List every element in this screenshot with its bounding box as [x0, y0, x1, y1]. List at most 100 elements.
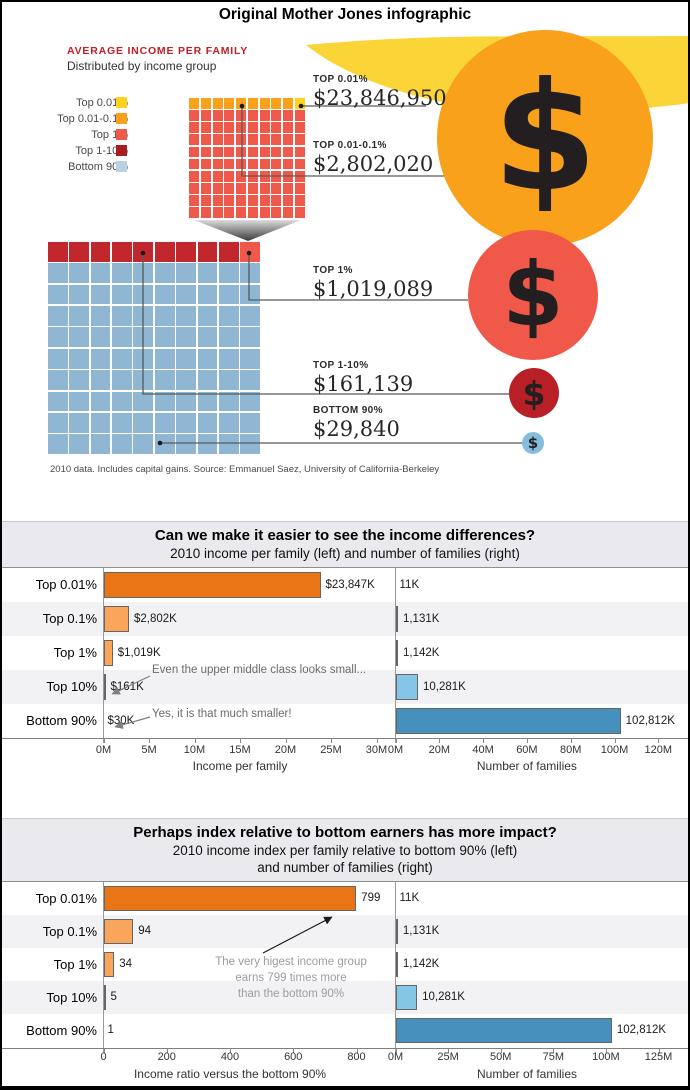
grid-cell	[48, 327, 68, 348]
grid-cell	[133, 284, 154, 305]
grid-cell	[48, 284, 68, 305]
grid-cell	[133, 391, 154, 412]
grid-cell	[112, 327, 132, 348]
grid-cell	[176, 391, 196, 412]
grid-cell	[212, 195, 223, 206]
grid-cell	[112, 391, 132, 412]
bar-value-label: 102,812K	[616, 1024, 667, 1037]
grid-cell	[271, 134, 282, 146]
page-title: Original Mother Jones infographic	[218, 6, 472, 23]
axis-tick	[230, 1047, 231, 1053]
grid-cell	[271, 170, 282, 182]
grid-cell	[200, 170, 211, 182]
axis-tick-label: 200	[157, 1051, 176, 1063]
bar-value-label: 11K	[399, 892, 420, 904]
grid-cell	[200, 195, 211, 206]
grid-cell	[69, 327, 90, 348]
grid-cell	[218, 370, 239, 390]
legend-label: Bottom 90%	[68, 161, 128, 173]
grid-cell	[176, 370, 196, 390]
grid-cell	[176, 263, 196, 284]
legend-swatch	[116, 97, 127, 108]
legend-swatch	[116, 145, 127, 156]
legend-label: Top 1-10%	[75, 145, 128, 157]
grid-cell	[224, 134, 235, 146]
grid-cell	[224, 98, 235, 109]
bar-value-label: 5	[110, 991, 117, 1004]
grid-cell	[90, 370, 111, 390]
grid-cell	[294, 183, 305, 194]
grid-cell	[294, 98, 305, 109]
axis-tick	[194, 738, 196, 743]
axis-tick-label: 25M	[320, 744, 342, 756]
chart-title: Can we make it easier to see the income …	[154, 527, 536, 544]
callout-top-1: TOP 1% $1,019,089	[313, 265, 433, 301]
grid-cell	[218, 263, 239, 284]
grid-cell	[236, 98, 247, 109]
dollar-icon: $	[502, 243, 564, 346]
grid-cell	[224, 170, 235, 182]
grid-cell	[90, 284, 111, 305]
grid-cell	[189, 183, 200, 194]
bar-value-label: 1,142K	[403, 647, 440, 659]
legend-label: Top 1%	[91, 129, 128, 141]
callout-label: TOP 1-10%	[313, 360, 369, 371]
chart-header: Can we make it easier to see the income …	[0, 521, 690, 568]
grid-cell	[154, 434, 175, 454]
grid-cell	[224, 183, 235, 194]
axis-tick-label: 5M	[141, 744, 157, 756]
grid-cell	[90, 306, 111, 326]
infographic-heading: AVERAGE INCOME PER FAMILY	[67, 45, 249, 57]
axis-tick-label: 50M	[489, 1051, 512, 1063]
axis-tick-label: 0	[100, 1051, 107, 1063]
chart-header: Perhaps index relative to bottom earners…	[0, 818, 690, 882]
grid-cell	[197, 263, 218, 284]
grid-cell	[200, 134, 211, 146]
axis-tick-label: 600	[284, 1051, 303, 1063]
grid-cell	[154, 263, 175, 284]
bar-value-label: 102,812K	[625, 715, 675, 727]
bar	[395, 673, 418, 700]
legend-swatch	[116, 161, 127, 172]
bar-value-label: $2,802K	[133, 613, 177, 625]
grid-cell	[200, 122, 211, 133]
grid-cell	[236, 183, 247, 194]
grid-cell	[212, 98, 223, 109]
bar	[103, 571, 321, 598]
grid-cell	[69, 348, 90, 369]
grid-cell	[212, 146, 223, 158]
grid-cell	[283, 134, 294, 146]
axis-tick-label: 0M	[387, 1051, 404, 1063]
grid-cell	[212, 158, 223, 170]
grid-cell	[236, 170, 247, 182]
bar-value-label: $30K	[107, 715, 135, 727]
source-footnote: 2010 data. Includes capital gains. Sourc…	[50, 464, 440, 475]
bar-value-label: 1,131K	[402, 613, 440, 625]
axis-tick	[395, 738, 397, 743]
grid-cell	[212, 170, 223, 182]
callout-label: TOP 0.01%	[313, 74, 368, 85]
dollar-icon: $	[522, 373, 546, 413]
grid-cell	[48, 242, 68, 262]
grid-cell	[176, 412, 196, 433]
callout-value: $2,802,020	[313, 152, 434, 176]
grid-cell	[218, 327, 239, 348]
grid-cell	[48, 391, 68, 412]
axis-title: Income ratio versus the bottom 90%	[133, 1067, 327, 1081]
grid-cell	[247, 183, 258, 194]
grid-cell	[197, 327, 218, 348]
grid-cell	[69, 242, 90, 262]
callout-value: $29,840	[313, 417, 400, 441]
bar	[103, 605, 129, 632]
bar-value-label: 1,131K	[402, 925, 440, 938]
bar	[395, 707, 621, 734]
grid-cell	[259, 170, 270, 182]
funnel-shape	[194, 220, 301, 241]
grid-cell	[112, 306, 132, 326]
axis-tick	[166, 1047, 168, 1053]
legend-label: Top 0.01%	[76, 97, 128, 109]
axis-tick	[285, 738, 287, 743]
callout-value: $161,139	[313, 372, 414, 396]
grid-cell	[271, 110, 282, 121]
callout-bottom-90: BOTTOM 90% $29,840	[313, 405, 400, 441]
